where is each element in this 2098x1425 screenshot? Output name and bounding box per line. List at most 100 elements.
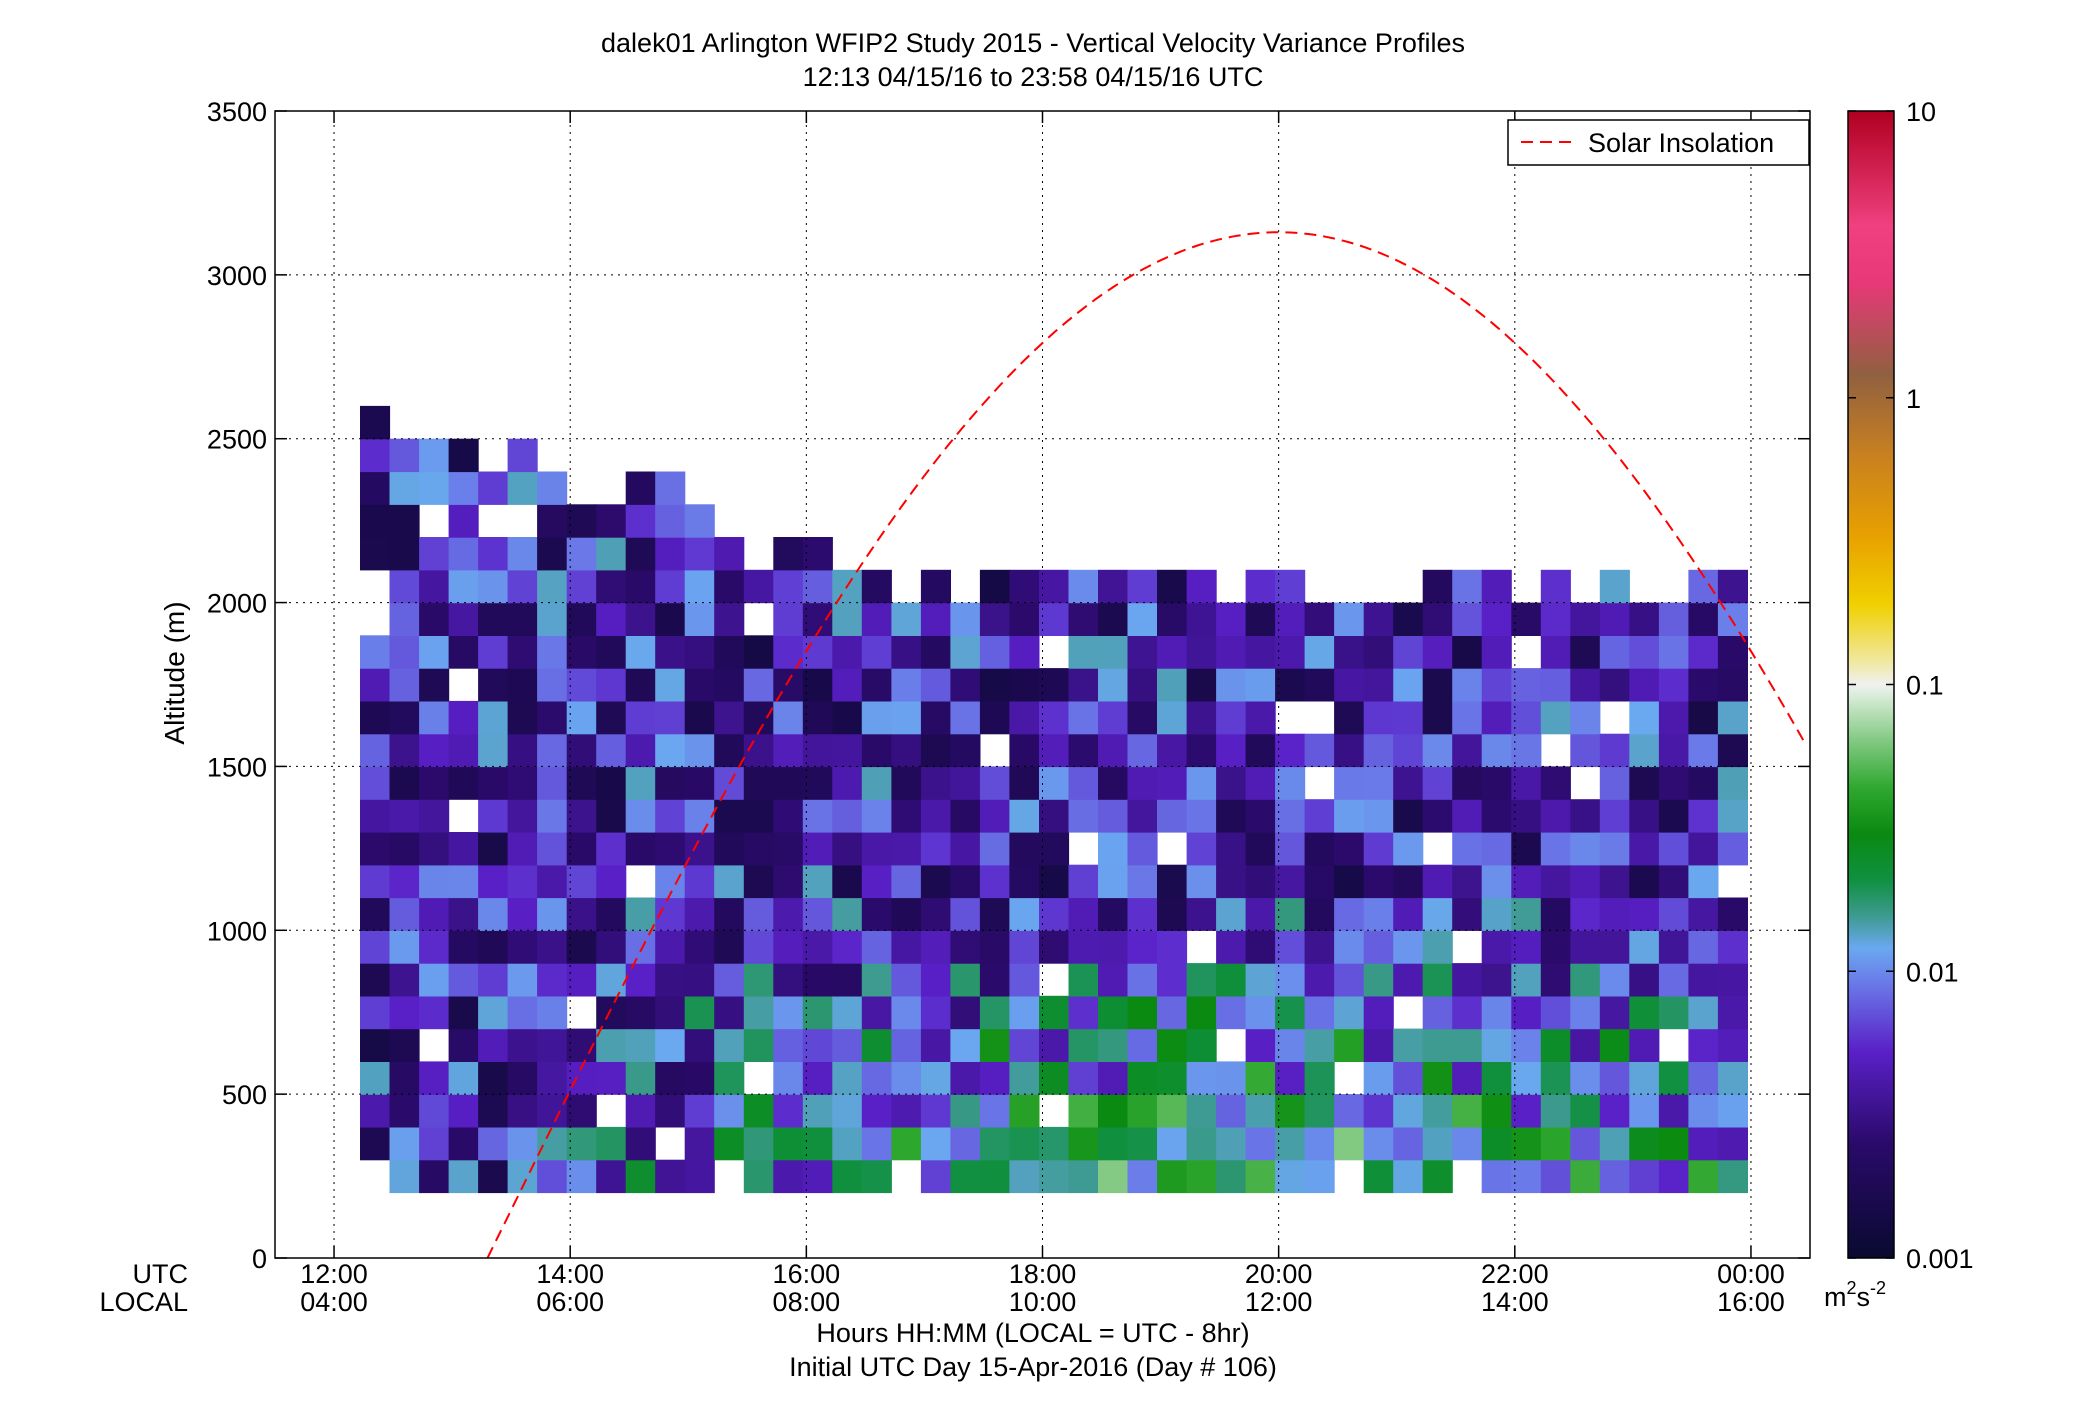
y-tick-label: 3500 bbox=[207, 97, 267, 127]
heatmap-cell bbox=[596, 635, 627, 669]
heatmap-cell bbox=[1393, 1126, 1424, 1161]
heatmap-cell bbox=[419, 569, 450, 604]
heatmap-cell bbox=[1629, 1028, 1660, 1062]
heatmap-cell bbox=[1717, 700, 1748, 735]
heatmap-cell bbox=[1216, 635, 1247, 669]
heatmap-cell bbox=[1275, 733, 1306, 768]
heatmap-cell bbox=[773, 733, 804, 768]
heatmap-cell bbox=[1599, 799, 1630, 833]
heatmap-cell bbox=[1658, 963, 1689, 997]
heatmap-cell bbox=[1039, 995, 1070, 1030]
heatmap-cell bbox=[1481, 1159, 1512, 1194]
heatmap-cell bbox=[773, 930, 804, 964]
heatmap-cell bbox=[478, 897, 509, 931]
heatmap-cell bbox=[1452, 1028, 1483, 1062]
heatmap-cell bbox=[714, 930, 745, 964]
colorbar-tick-label: 0.1 bbox=[1906, 671, 1944, 701]
heatmap-cell bbox=[891, 700, 922, 735]
heatmap-cell bbox=[1393, 733, 1424, 768]
heatmap-cell bbox=[1688, 668, 1719, 702]
heatmap-cell bbox=[714, 832, 745, 866]
heatmap-cell bbox=[773, 602, 804, 636]
heatmap-cell bbox=[1452, 766, 1483, 800]
heatmap-cell bbox=[1570, 864, 1601, 899]
heatmap-cell bbox=[861, 635, 892, 669]
heatmap-cell bbox=[566, 635, 597, 669]
heatmap-cell bbox=[596, 1126, 627, 1161]
heatmap-cell bbox=[360, 700, 391, 735]
heatmap-cell bbox=[832, 1094, 863, 1128]
heatmap-cell bbox=[1422, 1094, 1453, 1128]
heatmap-cell bbox=[1570, 1028, 1601, 1062]
heatmap-cell bbox=[1540, 602, 1571, 636]
heatmap-cell bbox=[773, 700, 804, 735]
heatmap-cell bbox=[773, 864, 804, 899]
heatmap-cell bbox=[1304, 668, 1335, 702]
heatmap-cell bbox=[1245, 569, 1276, 604]
heatmap-cell bbox=[684, 995, 715, 1030]
heatmap-cell bbox=[1599, 668, 1630, 702]
heatmap-cell bbox=[684, 504, 715, 538]
heatmap-cell bbox=[1452, 995, 1483, 1030]
heatmap-cell bbox=[1216, 733, 1247, 768]
heatmap-cell bbox=[1688, 995, 1719, 1030]
heatmap-cell bbox=[1422, 897, 1453, 931]
heatmap-cell bbox=[360, 864, 391, 899]
heatmap-cell bbox=[507, 930, 538, 964]
heatmap-cell bbox=[1098, 930, 1129, 964]
heatmap-cell bbox=[537, 766, 568, 800]
heatmap-cell bbox=[920, 1028, 951, 1062]
heatmap-cell bbox=[1422, 995, 1453, 1030]
heatmap-cell bbox=[1363, 733, 1394, 768]
heatmap-cell bbox=[1334, 832, 1365, 866]
heatmap-cell bbox=[1629, 1061, 1660, 1095]
heatmap-cell bbox=[1068, 569, 1099, 604]
heatmap-cell bbox=[743, 668, 774, 702]
heatmap-cell bbox=[979, 1061, 1010, 1095]
y-tick-label: 0 bbox=[252, 1244, 267, 1274]
heatmap-cell bbox=[537, 1061, 568, 1095]
heatmap-cell bbox=[1452, 668, 1483, 702]
heatmap-cell bbox=[1540, 1126, 1571, 1161]
heatmap-cell bbox=[1422, 1159, 1453, 1194]
heatmap-cell bbox=[1570, 799, 1601, 833]
heatmap-cell bbox=[448, 635, 479, 669]
heatmap-cell bbox=[920, 1061, 951, 1095]
heatmap-cell bbox=[1098, 1094, 1129, 1128]
heatmap-cell bbox=[1216, 832, 1247, 866]
heatmap-cell bbox=[596, 1061, 627, 1095]
heatmap-cell bbox=[1127, 1061, 1158, 1095]
heatmap-cell bbox=[743, 963, 774, 997]
heatmap-cell bbox=[1068, 864, 1099, 899]
heatmap-cell bbox=[389, 766, 420, 800]
heatmap-cell bbox=[684, 1126, 715, 1161]
heatmap-cell bbox=[1422, 635, 1453, 669]
heatmap-cell bbox=[891, 1126, 922, 1161]
heatmap-cell bbox=[1039, 602, 1070, 636]
heatmap-cell bbox=[389, 930, 420, 964]
heatmap-cell bbox=[1068, 602, 1099, 636]
heatmap-cell bbox=[1481, 766, 1512, 800]
heatmap-cell bbox=[743, 635, 774, 669]
heatmap-cell bbox=[566, 1094, 597, 1128]
heatmap-cell bbox=[802, 569, 833, 604]
heatmap-cell bbox=[596, 930, 627, 964]
heatmap-cell bbox=[389, 504, 420, 538]
heatmap-cell bbox=[1098, 864, 1129, 899]
heatmap-cell bbox=[1157, 1094, 1188, 1128]
heatmap-cell bbox=[920, 799, 951, 833]
heatmap-cell bbox=[1658, 602, 1689, 636]
heatmap-cell bbox=[1570, 1126, 1601, 1161]
heatmap-cell bbox=[1452, 1061, 1483, 1095]
heatmap-cell bbox=[979, 930, 1010, 964]
heatmap-cell bbox=[1629, 700, 1660, 735]
heatmap-cell bbox=[1422, 766, 1453, 800]
heatmap-cell bbox=[979, 700, 1010, 735]
heatmap-cell bbox=[1363, 897, 1394, 931]
heatmap-cell bbox=[507, 700, 538, 735]
heatmap-cell bbox=[891, 668, 922, 702]
heatmap-cell bbox=[478, 1028, 509, 1062]
heatmap-cell bbox=[802, 1094, 833, 1128]
heatmap-cell bbox=[979, 569, 1010, 604]
heatmap-cell bbox=[507, 602, 538, 636]
